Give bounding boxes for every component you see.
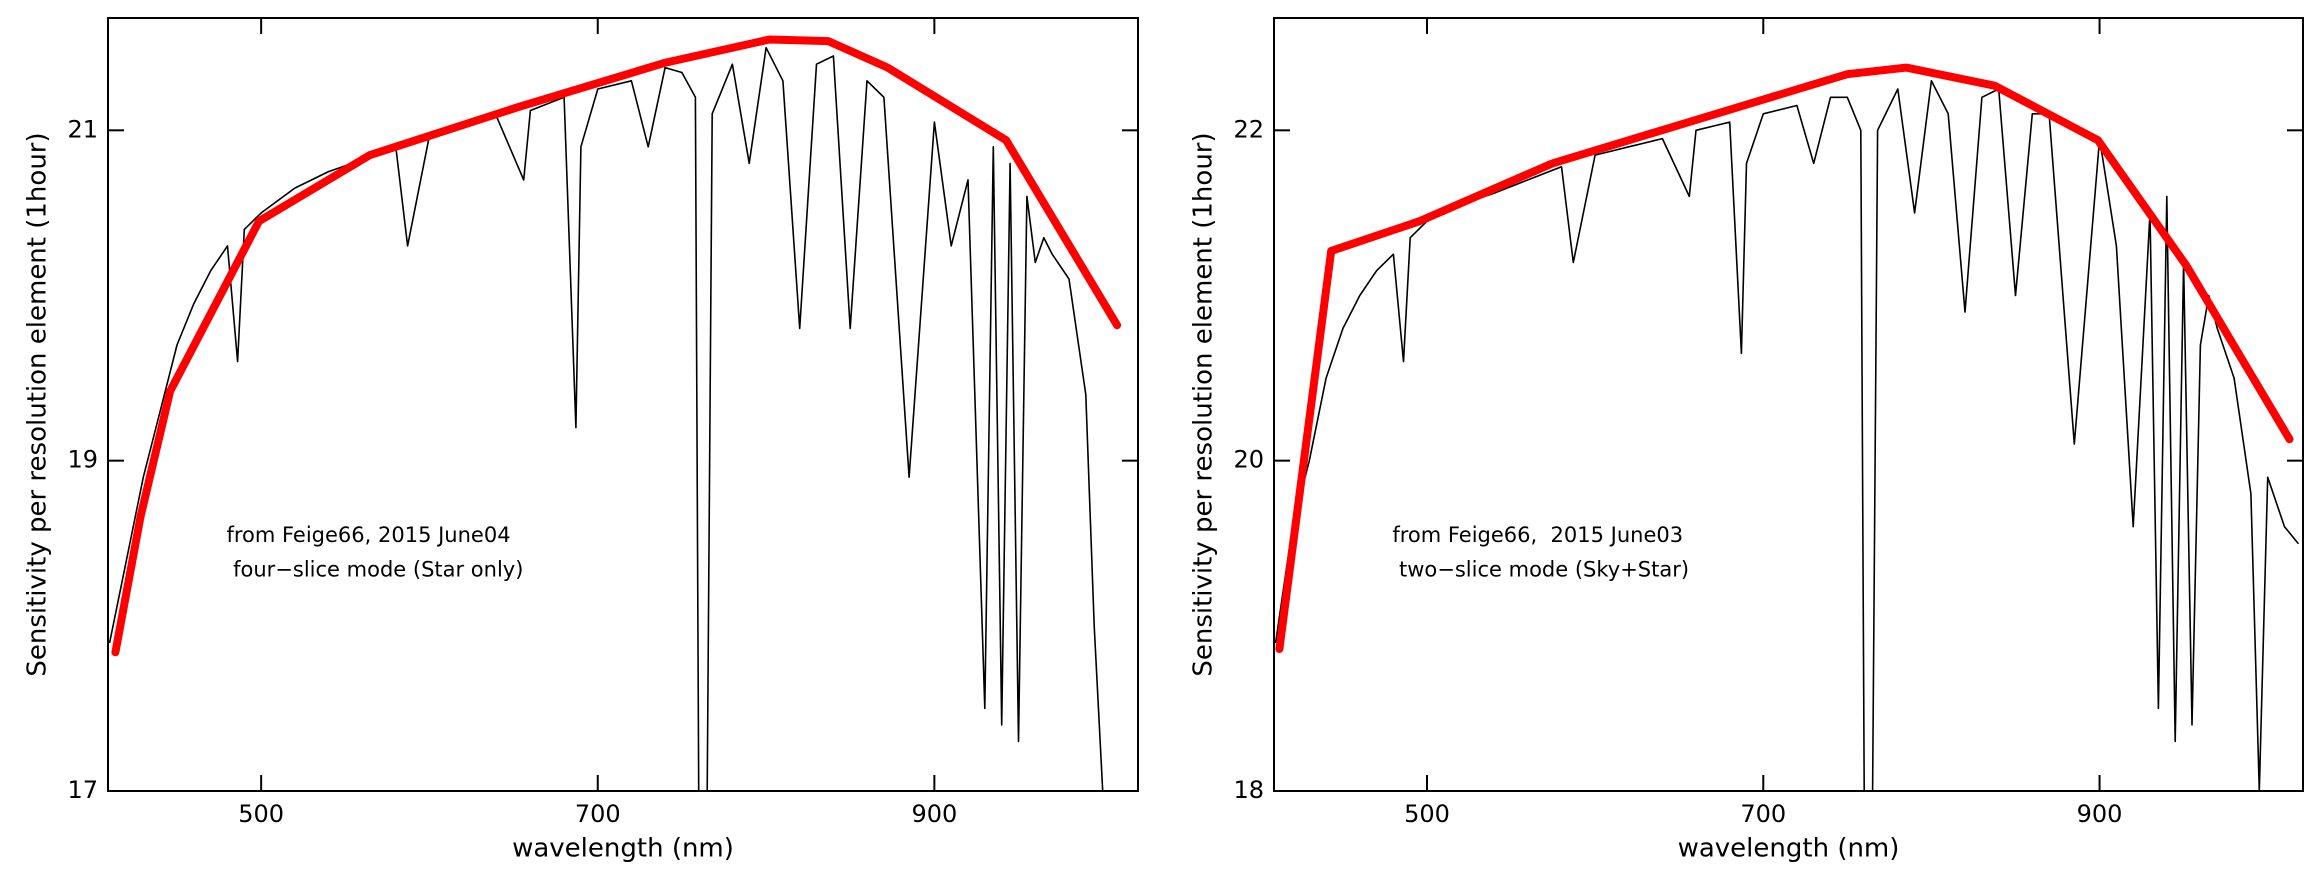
plot-frame <box>1273 17 2304 792</box>
annotation: four−slice mode (Star only) <box>226 558 523 582</box>
y-axis-label: Sensitivity per resolution element (1hou… <box>23 132 53 676</box>
y-tick-label: 19 <box>67 446 98 474</box>
x-tick-label: 500 <box>238 800 284 828</box>
y-tick-label: 22 <box>1233 115 1264 143</box>
y-tick-label: 21 <box>67 115 98 143</box>
x-tick-label: 900 <box>2077 800 2123 828</box>
x-tick-label: 700 <box>1740 800 1786 828</box>
data-line <box>111 35 1122 657</box>
x-axis-label: wavelength (nm) <box>1678 834 1900 864</box>
y-axis-label: Sensitivity per resolution element (1hou… <box>1189 132 1219 676</box>
x-tick-label: 900 <box>911 800 957 828</box>
x-axis-label: wavelength (nm) <box>512 834 734 864</box>
annotation: two−slice mode (Sky+Star) <box>1392 558 1689 582</box>
annotation: from Feige66, 2015 June03 <box>1392 523 1683 547</box>
data-line <box>1275 63 2294 653</box>
x-tick-label: 500 <box>1404 800 1450 828</box>
y-tick-label: 17 <box>67 776 98 804</box>
annotation: from Feige66, 2015 June04 <box>226 523 510 547</box>
x-tick-label: 700 <box>575 800 621 828</box>
data-line <box>1274 80 2299 791</box>
y-tick-label: 18 <box>1233 776 1264 804</box>
data-line <box>108 46 1104 791</box>
plot-frame <box>107 17 1139 792</box>
y-tick-label: 20 <box>1233 446 1264 474</box>
